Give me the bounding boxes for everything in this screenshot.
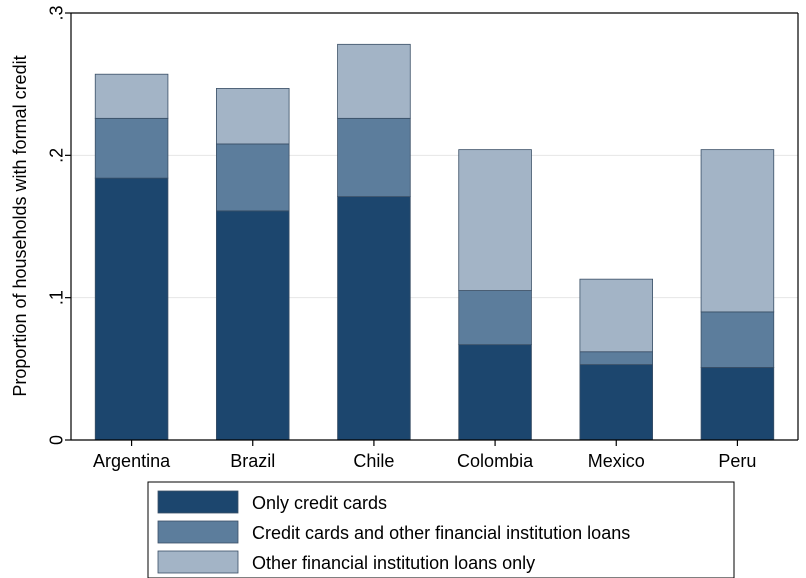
bar-segment (458, 149, 532, 291)
x-ticks: Argentina Brazil Chile Colombia Mexico Peru (93, 440, 756, 471)
y-axis-label: Proportion of households with formal cre… (10, 55, 30, 396)
x-tick-label: Peru (718, 451, 756, 471)
bar-segment (579, 278, 654, 353)
legend-label: Other financial institution loans only (252, 553, 535, 573)
legend-swatch (157, 520, 239, 544)
legend-box (147, 481, 735, 578)
y-ticks: 0 .1 .2 .3 (46, 5, 71, 445)
legend-label: Credit cards and other financial institu… (252, 523, 630, 543)
bars (94, 43, 775, 441)
x-tick-label: Colombia (457, 451, 534, 471)
x-tick-label: Mexico (588, 451, 645, 471)
plot-area (71, 13, 798, 440)
legend-swatch (157, 490, 239, 514)
legend-label: Only credit cards (252, 493, 387, 513)
bar-segment (215, 143, 290, 212)
x-tick-label: Brazil (230, 451, 275, 471)
legend-items: Only credit cards Credit cards and other … (157, 490, 630, 574)
y-tick-label: .1 (46, 290, 66, 305)
bar-segment (700, 311, 775, 368)
legend-swatch (157, 550, 239, 574)
bar-segment (458, 290, 532, 346)
x-tick-label: Argentina (93, 451, 171, 471)
bar-segment (700, 367, 775, 441)
bar-segment (94, 177, 169, 441)
bar-segment (337, 117, 411, 198)
bar-segment (94, 73, 169, 119)
bar-segment (337, 196, 411, 441)
bar-segment (458, 344, 532, 441)
bar-segment (215, 210, 290, 441)
bar-segment (579, 351, 654, 365)
x-tick-label: Chile (353, 451, 394, 471)
y-tick-label: .3 (46, 5, 66, 20)
legend: Only credit cards Credit cards and other … (147, 481, 735, 578)
bar-segment (337, 43, 411, 119)
bar-segment (700, 149, 775, 313)
bar-segment (579, 364, 654, 441)
bar-segment (94, 117, 169, 179)
bar-segment (215, 88, 290, 145)
y-tick-label: .2 (46, 148, 66, 163)
y-tick-label: 0 (46, 435, 66, 445)
